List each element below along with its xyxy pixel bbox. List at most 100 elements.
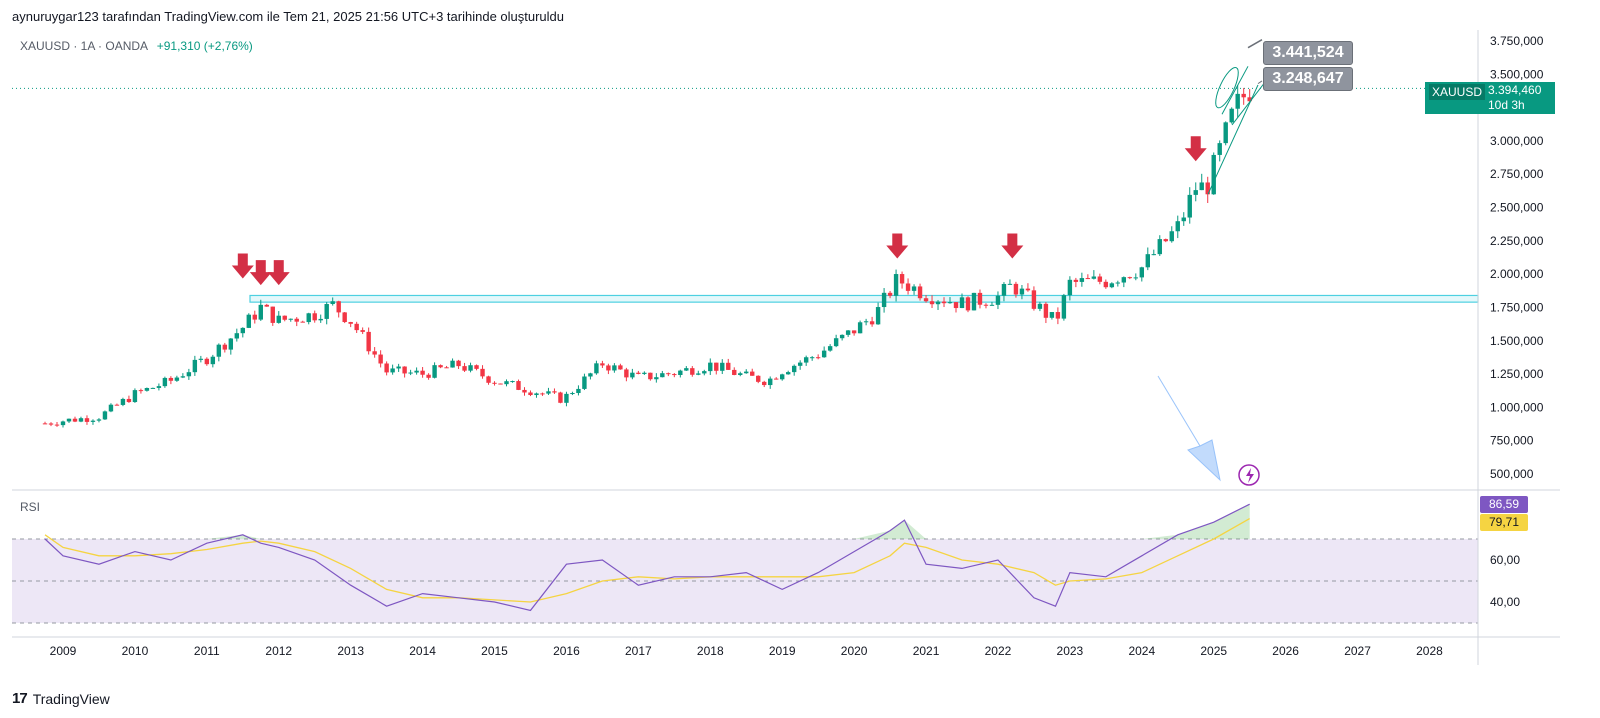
candle-body	[1001, 283, 1007, 296]
time-axis-tick: 2018	[697, 644, 724, 658]
candle-body	[258, 304, 263, 320]
time-axis-tick: 2027	[1344, 644, 1371, 658]
rsi-ma-line	[44, 518, 1251, 603]
candle-body	[126, 398, 132, 403]
price-axis-tick: 1.000,000	[1490, 400, 1544, 414]
candle-body	[384, 363, 389, 373]
candle-body	[618, 365, 623, 370]
time-axis-tick: 2015	[481, 644, 508, 658]
rsi-line	[44, 503, 1250, 612]
candle-body	[1247, 97, 1252, 102]
candle-body	[1187, 194, 1192, 218]
candle-body	[732, 369, 737, 375]
candle-body	[1145, 254, 1150, 268]
candle-body	[480, 368, 485, 377]
candle-body	[288, 318, 293, 320]
candle-body	[162, 377, 168, 387]
candle-body	[1031, 290, 1037, 309]
candle-body	[396, 366, 401, 369]
candle-body	[1217, 143, 1222, 155]
price-axis-tick: 750,000	[1490, 434, 1534, 448]
candle-body	[863, 321, 869, 323]
candle-body	[744, 371, 749, 374]
candle-body	[552, 391, 557, 393]
candle-body	[438, 365, 443, 368]
candle-body	[851, 330, 857, 334]
candle-body	[947, 302, 953, 304]
connector-line	[1257, 80, 1263, 85]
candle-body	[1127, 277, 1133, 279]
time-axis-tick: 2025	[1200, 644, 1227, 658]
candle-body	[785, 372, 791, 375]
candle-body	[1043, 303, 1049, 318]
arrow-down-icon	[1184, 136, 1207, 162]
candle-body	[102, 411, 108, 420]
candle-body	[768, 378, 773, 386]
candle-body	[756, 375, 761, 382]
price-tag-symbol: XAUUSD	[1429, 84, 1486, 100]
price-axis-tick: 1.500,000	[1490, 334, 1544, 348]
candle-body	[965, 297, 971, 311]
time-axis-tick: 2024	[1128, 644, 1155, 658]
candle-body	[1037, 303, 1043, 309]
candle-body	[827, 346, 833, 351]
candle-body	[180, 376, 186, 378]
candle-body	[636, 372, 641, 374]
candle-body	[881, 292, 887, 308]
candle-body	[216, 344, 222, 357]
candle-body	[330, 301, 335, 305]
candle-body	[1181, 217, 1186, 222]
candle-body	[774, 378, 779, 380]
candle-body	[492, 382, 497, 384]
candle-body	[780, 374, 785, 380]
candle-body	[857, 322, 863, 334]
candle-body	[1193, 190, 1198, 195]
candle-body	[48, 423, 54, 425]
candle-body	[666, 373, 671, 375]
price-axis-tick: 1.250,000	[1490, 367, 1544, 381]
candle-body	[576, 388, 581, 394]
candle-body	[797, 362, 803, 366]
annotation-box-upper[interactable]: 3.441,524	[1263, 41, 1353, 65]
annotation-box-lower[interactable]: 3.248,647	[1263, 67, 1353, 91]
candle-body	[1133, 277, 1139, 279]
candle-body	[588, 373, 593, 377]
candle-body	[564, 393, 569, 403]
candle-body	[282, 315, 287, 320]
candle-body	[899, 274, 905, 284]
candle-body	[684, 368, 689, 371]
candle-body	[642, 372, 647, 374]
candle-body	[360, 330, 365, 332]
time-axis-tick: 2026	[1272, 644, 1299, 658]
candle-body	[120, 398, 126, 405]
candle-body	[791, 365, 797, 373]
candle-body	[600, 363, 605, 366]
candle-body	[234, 333, 240, 339]
candle-body	[809, 357, 815, 359]
price-axis-tick: 3.000,000	[1490, 134, 1544, 148]
candle-body	[66, 418, 72, 422]
candle-body	[630, 372, 635, 378]
candle-body	[342, 312, 347, 323]
time-axis-tick: 2012	[265, 644, 292, 658]
candle-body	[192, 359, 198, 373]
candle-body	[977, 292, 983, 305]
candle-body	[60, 421, 66, 426]
candle-body	[845, 330, 851, 335]
candle-body	[1175, 221, 1180, 232]
candle-body	[738, 373, 743, 375]
candle-body	[408, 372, 413, 374]
tradingview-brand[interactable]: 17 TradingView	[12, 690, 110, 707]
candle-body	[1103, 281, 1109, 288]
trend-line	[1207, 84, 1259, 195]
candle-body	[150, 387, 156, 389]
candle-body	[114, 404, 120, 406]
candle-body	[156, 386, 162, 388]
candle-body	[1235, 93, 1240, 109]
candle-body	[1073, 279, 1079, 282]
candle-body	[582, 376, 587, 389]
price-axis-tick: 2.500,000	[1490, 201, 1544, 215]
candle-body	[546, 391, 551, 394]
candle-body	[935, 301, 941, 305]
